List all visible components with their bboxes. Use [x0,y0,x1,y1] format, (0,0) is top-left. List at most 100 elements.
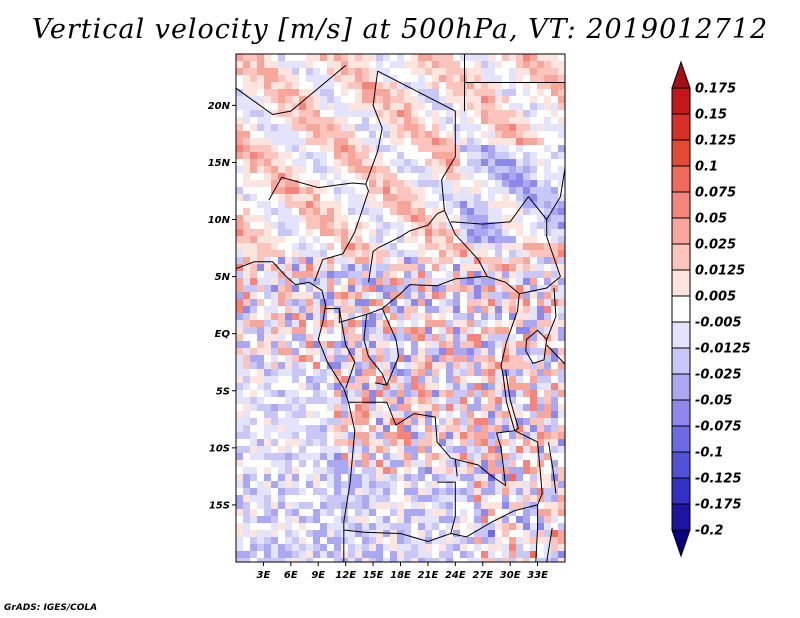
field-cell [481,54,488,61]
field-cell [327,453,334,460]
field-cell [390,544,397,551]
field-cell [558,236,565,243]
field-cell [474,502,481,509]
field-cell [257,460,264,467]
field-cell [495,208,502,215]
field-cell [544,481,551,488]
field-cell [551,117,558,124]
field-cell [369,341,376,348]
field-cell [320,138,327,145]
field-cell [523,439,530,446]
field-cell [516,313,523,320]
field-cell [355,61,362,68]
field-cell [299,432,306,439]
field-cell [327,460,334,467]
field-cell [439,509,446,516]
field-cell [355,516,362,523]
field-cell [334,313,341,320]
field-cell [236,355,243,362]
field-cell [530,201,537,208]
field-cell [383,376,390,383]
field-cell [243,313,250,320]
field-cell [439,285,446,292]
field-cell [425,404,432,411]
field-cell [278,320,285,327]
field-cell [285,110,292,117]
field-cell [474,194,481,201]
field-cell [320,495,327,502]
field-cell [299,131,306,138]
field-cell [411,61,418,68]
field-cell [544,166,551,173]
field-cell [348,173,355,180]
field-cell [236,313,243,320]
field-cell [257,124,264,131]
field-cell [369,96,376,103]
field-cell [418,537,425,544]
field-cell [376,481,383,488]
field-cell [327,523,334,530]
field-cell [502,418,509,425]
field-cell [334,474,341,481]
field-cell [551,341,558,348]
field-cell [348,327,355,334]
border-line [437,481,456,534]
field-cell [243,460,250,467]
field-cell [467,474,474,481]
field-cell [355,474,362,481]
field-cell [376,89,383,96]
field-cell [355,236,362,243]
field-cell [509,439,516,446]
field-cell [341,551,348,558]
field-cell [488,82,495,89]
field-cell [243,544,250,551]
field-cell [495,327,502,334]
field-cell [369,348,376,355]
field-cell [453,516,460,523]
field-cell [418,418,425,425]
field-cell [474,82,481,89]
field-cell [558,544,565,551]
field-cell [292,82,299,89]
field-cell [495,131,502,138]
field-cell [558,418,565,425]
field-cell [516,446,523,453]
field-cell [425,292,432,299]
field-cell [453,201,460,208]
field-cell [425,551,432,558]
field-cell [348,404,355,411]
field-cell [278,376,285,383]
field-cell [278,180,285,187]
field-cell [341,82,348,89]
field-cell [243,257,250,264]
field-cell [383,250,390,257]
field-cell [404,187,411,194]
field-cell [313,96,320,103]
field-cell [257,229,264,236]
field-cell [502,166,509,173]
field-cell [320,460,327,467]
field-cell [509,159,516,166]
field-cell [509,327,516,334]
field-cell [362,502,369,509]
field-cell [383,474,390,481]
field-cell [530,411,537,418]
field-cell [334,166,341,173]
field-cell [411,446,418,453]
field-cell [537,369,544,376]
field-cell [285,320,292,327]
field-cell [537,68,544,75]
field-cell [495,558,502,562]
velocity-field [236,54,565,562]
field-cell [320,404,327,411]
colorbar-swatch [671,87,691,115]
field-cell [516,229,523,236]
field-cell [425,530,432,537]
field-cell [481,439,488,446]
field-cell [425,495,432,502]
field-cell [320,411,327,418]
lon-tick-label: 33E [527,570,548,581]
field-cell [292,383,299,390]
field-cell [313,453,320,460]
field-cell [250,439,257,446]
